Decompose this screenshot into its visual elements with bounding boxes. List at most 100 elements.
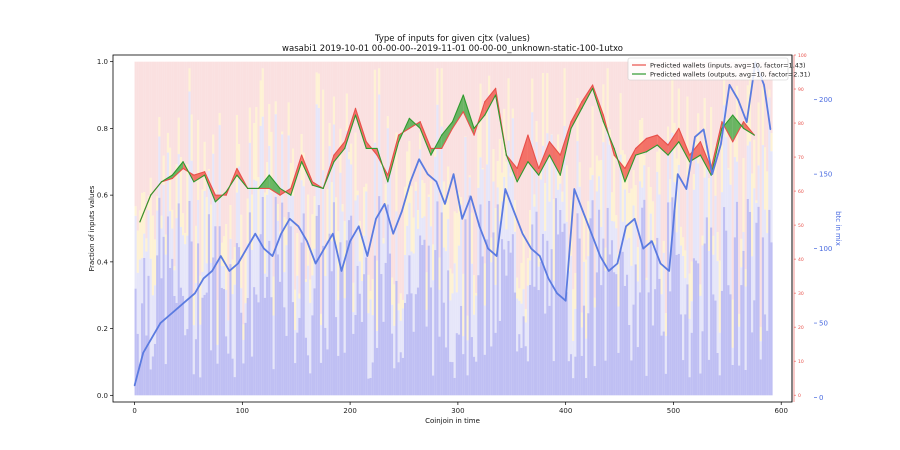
bg-bar-pink [207, 61, 210, 169]
bg-bar-blue [238, 247, 241, 396]
bg-bar-pink [705, 61, 708, 153]
series-outputs-line-point [333, 161, 335, 163]
bg-bar-blue [358, 293, 361, 396]
bg-bar-pink [453, 61, 456, 212]
bg-bar-pink [406, 61, 409, 152]
bg-bar-blue [701, 331, 704, 396]
bg-bar-pink [242, 61, 245, 325]
bg-bar-yellow [718, 260, 721, 333]
bg-bar-yellow [451, 273, 454, 294]
legend-box [627, 57, 789, 81]
bg-bar-lavender [757, 165, 760, 207]
bg-bar-pink [378, 61, 381, 69]
x-tick-label: 200 [343, 407, 356, 415]
series-btc-line-point [582, 210, 584, 212]
bg-bar-yellow [253, 123, 256, 180]
bg-bar-pink [315, 61, 318, 73]
bg-bar-yellow [302, 152, 305, 187]
bg-bar-lavender [397, 310, 400, 363]
series-outputs-line-point [160, 181, 163, 183]
bg-bar-pink [352, 61, 355, 283]
bg-bar-yellow [149, 177, 152, 259]
bg-bar-yellow [697, 113, 700, 164]
bg-bar-yellow [399, 293, 402, 321]
bg-bar-pink [259, 61, 262, 81]
bg-bar-blue [263, 297, 267, 396]
bg-bar-yellow [330, 182, 333, 242]
bg-bar-yellow [626, 169, 629, 240]
bg-bar-blue [472, 356, 476, 396]
series-btc-line-point [547, 277, 550, 279]
bg-bar-yellow [602, 84, 605, 143]
red-tick-label: 0 [798, 393, 801, 399]
bg-bar-yellow [688, 273, 691, 319]
bg-bar-pink [606, 61, 609, 69]
bg-bar-blue [313, 288, 316, 396]
bg-bar-lavender [181, 235, 185, 296]
bg-bar-blue [660, 335, 663, 396]
series-btc-line-point [470, 195, 472, 198]
bg-bar-pink [714, 61, 717, 146]
bg-bar-lavender [626, 239, 629, 275]
bg-bar-pink [589, 61, 592, 168]
bg-bar-yellow [201, 189, 204, 273]
bg-bar-lavender [436, 104, 439, 202]
fill-between-segment [517, 135, 528, 182]
bg-bar-yellow [240, 214, 243, 289]
bg-bar-pink [710, 61, 713, 107]
bg-bar-lavender [250, 249, 254, 357]
red-tick-label: 100 [798, 53, 807, 59]
bg-bar-blue [194, 339, 198, 396]
bg-bar-lavender [330, 241, 333, 272]
bg-bar-yellow [255, 107, 258, 182]
bg-bar-blue [513, 292, 517, 396]
bg-bar-lavender [546, 133, 549, 241]
bg-bar-lavender [192, 325, 195, 375]
bg-bar-lavender [567, 271, 570, 362]
fill-between-segment [721, 115, 733, 142]
bg-bar-yellow [548, 141, 551, 202]
bg-bar-pink [580, 61, 583, 313]
fill-between-segment [646, 135, 658, 152]
bg-bar-lavender [630, 265, 633, 361]
series-outputs-line-point [451, 121, 454, 123]
bg-bar-pink [524, 61, 527, 309]
bg-bar-lavender [470, 263, 473, 338]
bg-bar-pink [332, 61, 336, 97]
bg-bar-pink [505, 61, 508, 162]
bg-bar-lavender [589, 179, 592, 219]
bg-bar-lavender [604, 270, 607, 361]
bg-bar-lavender [729, 184, 732, 295]
bg-bar-lavender [686, 177, 689, 285]
bg-bar-blue [432, 375, 435, 396]
bg-bar-lavender [324, 275, 327, 328]
series-btc-line-point [306, 240, 308, 242]
bg-bar-pink [153, 61, 157, 240]
bg-bar-blue [490, 346, 493, 396]
series-inputs-line-point [645, 137, 648, 140]
bg-bar-pink [475, 61, 478, 293]
bg-bar-pink [483, 61, 486, 264]
bg-bar-blue [382, 321, 385, 396]
series-btc-line-point [694, 136, 696, 138]
bg-bar-pink [567, 61, 570, 258]
bg-bar-blue [468, 195, 471, 396]
bg-bar-lavender [190, 160, 193, 242]
red-tick-label: 50 [798, 223, 804, 229]
bg-bar-pink [440, 61, 443, 69]
bg-bar-lavender [554, 154, 558, 199]
bg-bar-pink [544, 61, 547, 183]
bg-bar-pink [548, 61, 551, 142]
bg-bar-yellow [485, 100, 489, 165]
bg-bar-blue [488, 200, 491, 396]
bg-bar-blue [697, 263, 700, 396]
bg-bar-pink [626, 61, 629, 170]
bg-bar-yellow [410, 186, 413, 252]
bg-bar-blue [235, 243, 239, 396]
series-btc-line-point [769, 128, 772, 131]
series-outputs-line-point [710, 174, 712, 176]
bg-bar-yellow [613, 149, 616, 222]
series-btc-line-point [194, 292, 196, 294]
bg-bar-lavender [421, 218, 424, 246]
bg-bar-pink [576, 61, 579, 99]
